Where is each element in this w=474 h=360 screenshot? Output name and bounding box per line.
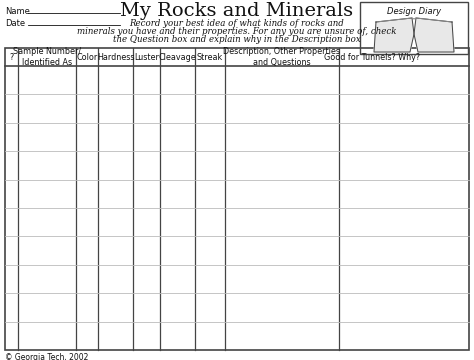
Text: Hardness: Hardness: [97, 53, 135, 62]
Text: Cleavage: Cleavage: [158, 53, 196, 62]
Polygon shape: [414, 18, 454, 52]
Text: Design Diary: Design Diary: [387, 6, 441, 15]
Text: Record your best idea of what kinds of rocks and: Record your best idea of what kinds of r…: [129, 18, 345, 27]
Text: Sample Number/
Identified As: Sample Number/ Identified As: [13, 47, 81, 67]
Text: ?: ?: [9, 53, 14, 62]
Text: My Rocks and Minerals: My Rocks and Minerals: [120, 2, 354, 20]
Text: Good for Tunnels? Why?: Good for Tunnels? Why?: [324, 53, 420, 62]
Text: Streak: Streak: [197, 53, 223, 62]
Text: minerals you have and their properties. For any you are unsure of, check: minerals you have and their properties. …: [77, 27, 397, 36]
Text: Description, Other Properties
and Questions: Description, Other Properties and Questi…: [223, 47, 340, 67]
Text: Name: Name: [5, 8, 30, 17]
Bar: [5, 48, 469, 350]
Text: Luster: Luster: [134, 53, 159, 62]
Text: the Question box and explain why in the Description box: the Question box and explain why in the …: [113, 35, 361, 44]
Text: Color: Color: [76, 53, 98, 62]
Text: © Georgia Tech, 2002: © Georgia Tech, 2002: [5, 352, 88, 360]
Polygon shape: [374, 18, 414, 52]
Text: Date: Date: [5, 19, 25, 28]
Bar: [360, 2, 468, 54]
